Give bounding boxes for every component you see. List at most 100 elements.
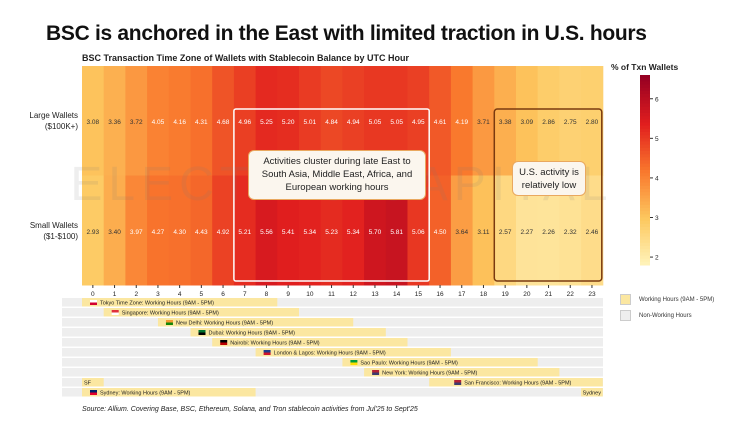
legend-swatch: [620, 294, 631, 305]
source-note: Source: Allium. Covering Base, BSC, Ethe…: [82, 406, 418, 413]
heatmap-cell: [407, 175, 430, 286]
heatmap-cell: [537, 66, 560, 176]
x-tick-label: 5: [200, 291, 204, 298]
colorbar-segment: [640, 151, 650, 155]
heatmap-cell: [407, 66, 430, 176]
heatmap-cell: [255, 66, 278, 176]
heatmap-cell: [342, 66, 365, 176]
working-hours-bar: [82, 378, 104, 387]
heatmap-cell: [125, 66, 148, 176]
colorbar-segment: [640, 163, 650, 168]
colorbar-segment: [640, 141, 650, 146]
heatmap-cell: [450, 66, 474, 176]
colorbar-segment: [640, 192, 650, 196]
timezone-label: New Delhi: Working Hours (9AM - 5PM): [176, 321, 273, 327]
x-tick-label: 16: [436, 291, 444, 298]
colorbar-segment: [640, 138, 650, 142]
cell-value: 3.36: [108, 119, 121, 126]
heatmap-cell: [190, 66, 213, 176]
cell-value: 3.11: [477, 229, 490, 236]
x-tick-label: 23: [588, 291, 596, 298]
cell-value: 5.56: [260, 229, 273, 236]
colorbar-segment: [640, 258, 650, 263]
cell-value: 4.31: [195, 119, 208, 126]
timezone-row: [62, 298, 603, 307]
heatmap-cell: [472, 66, 495, 176]
colorbar-segment: [640, 166, 650, 171]
flag-icon: [372, 372, 380, 375]
heatmap-cell: [385, 66, 408, 176]
timezone-label: New York: Working Hours (9AM - 5PM): [382, 371, 477, 377]
colorbar-segment: [640, 119, 650, 123]
x-tick-label: 22: [567, 291, 575, 298]
cell-value: 4.61: [434, 119, 447, 126]
cell-value: 2.80: [586, 119, 599, 126]
cell-value: 3.71: [477, 119, 490, 126]
timezone-label: London & Lagos: Working Hours (9AM - 5PM…: [274, 351, 386, 357]
heatmap-cell: [516, 175, 539, 286]
colorbar-segment: [640, 113, 650, 117]
legend-swatch: [620, 310, 631, 321]
colorbar-segment: [640, 208, 650, 212]
heatmap-cell: [559, 175, 582, 286]
heatmap-cell: [472, 175, 495, 286]
colorbar-segment: [640, 242, 650, 247]
colorbar-segment: [640, 189, 650, 193]
x-tick-label: 7: [243, 291, 247, 298]
flag-icon: [263, 352, 271, 355]
flag-icon: [111, 312, 119, 315]
heatmap-cell: [559, 66, 582, 176]
colorbar-segment: [640, 198, 650, 203]
x-tick-label: 10: [306, 291, 314, 298]
heatmap-cell: [429, 66, 452, 176]
colorbar-segment: [640, 185, 650, 190]
heatmap-cell: [385, 175, 408, 286]
heatmap-cell: [494, 66, 517, 176]
heatmap-cell: [364, 175, 387, 286]
colorbar-segment: [640, 160, 650, 165]
colorbar-segment: [640, 157, 650, 161]
heatmap-cell: [103, 66, 126, 176]
heatmap-cell: [147, 175, 170, 286]
cell-value: 4.05: [152, 119, 165, 126]
timezone-label: Dubai: Working Hours (9AM - 5PM): [209, 331, 296, 337]
colorbar-segment: [640, 230, 650, 234]
x-tick-label: 18: [480, 291, 488, 298]
cell-value: 5.81: [390, 229, 403, 236]
x-tick-label: 19: [502, 291, 510, 298]
colorbar-segment: [640, 239, 650, 244]
colorbar-segment: [640, 179, 650, 184]
cell-value: 2.93: [87, 229, 100, 236]
cell-value: 4.96: [238, 119, 251, 126]
heatmap-cell: [212, 175, 235, 286]
heatmap-cell: [494, 175, 517, 286]
cell-value: 4.68: [217, 119, 230, 126]
colorbar-segment: [640, 109, 650, 114]
x-tick-label: 4: [178, 291, 182, 298]
cell-value: 4.84: [325, 119, 338, 126]
working-hours-bar: [255, 348, 451, 357]
colorbar-segment: [640, 227, 650, 231]
colorbar-segment: [640, 78, 650, 82]
colorbar-segment: [640, 249, 650, 253]
timezone-label: Singapore: Working Hours (9AM - 5PM): [122, 311, 219, 317]
cell-value: 5.41: [282, 229, 295, 236]
colorbar-segment: [640, 144, 650, 149]
cell-value: 3.72: [130, 119, 143, 126]
heatmap-cell: [190, 175, 213, 286]
heatmap-cell: [168, 175, 191, 286]
x-tick-label: 17: [458, 291, 466, 298]
chart-title: BSC Transaction Time Zone of Wallets wit…: [82, 53, 410, 63]
page-title: BSC is anchored in the East with limited…: [46, 22, 647, 45]
colorbar-segment: [640, 103, 650, 108]
flag-icon: [372, 370, 380, 373]
colorbar-segment: [640, 195, 650, 199]
working-hours-bar: [429, 378, 603, 387]
colorbar-tick-label: 2: [655, 255, 659, 262]
colorbar-segment: [640, 84, 650, 89]
cell-value: 5.01: [304, 119, 317, 126]
colorbar-segment: [640, 122, 650, 127]
timezone-label: Tokyo Time Zone: Working Hours (9AM - 5P…: [100, 301, 214, 307]
